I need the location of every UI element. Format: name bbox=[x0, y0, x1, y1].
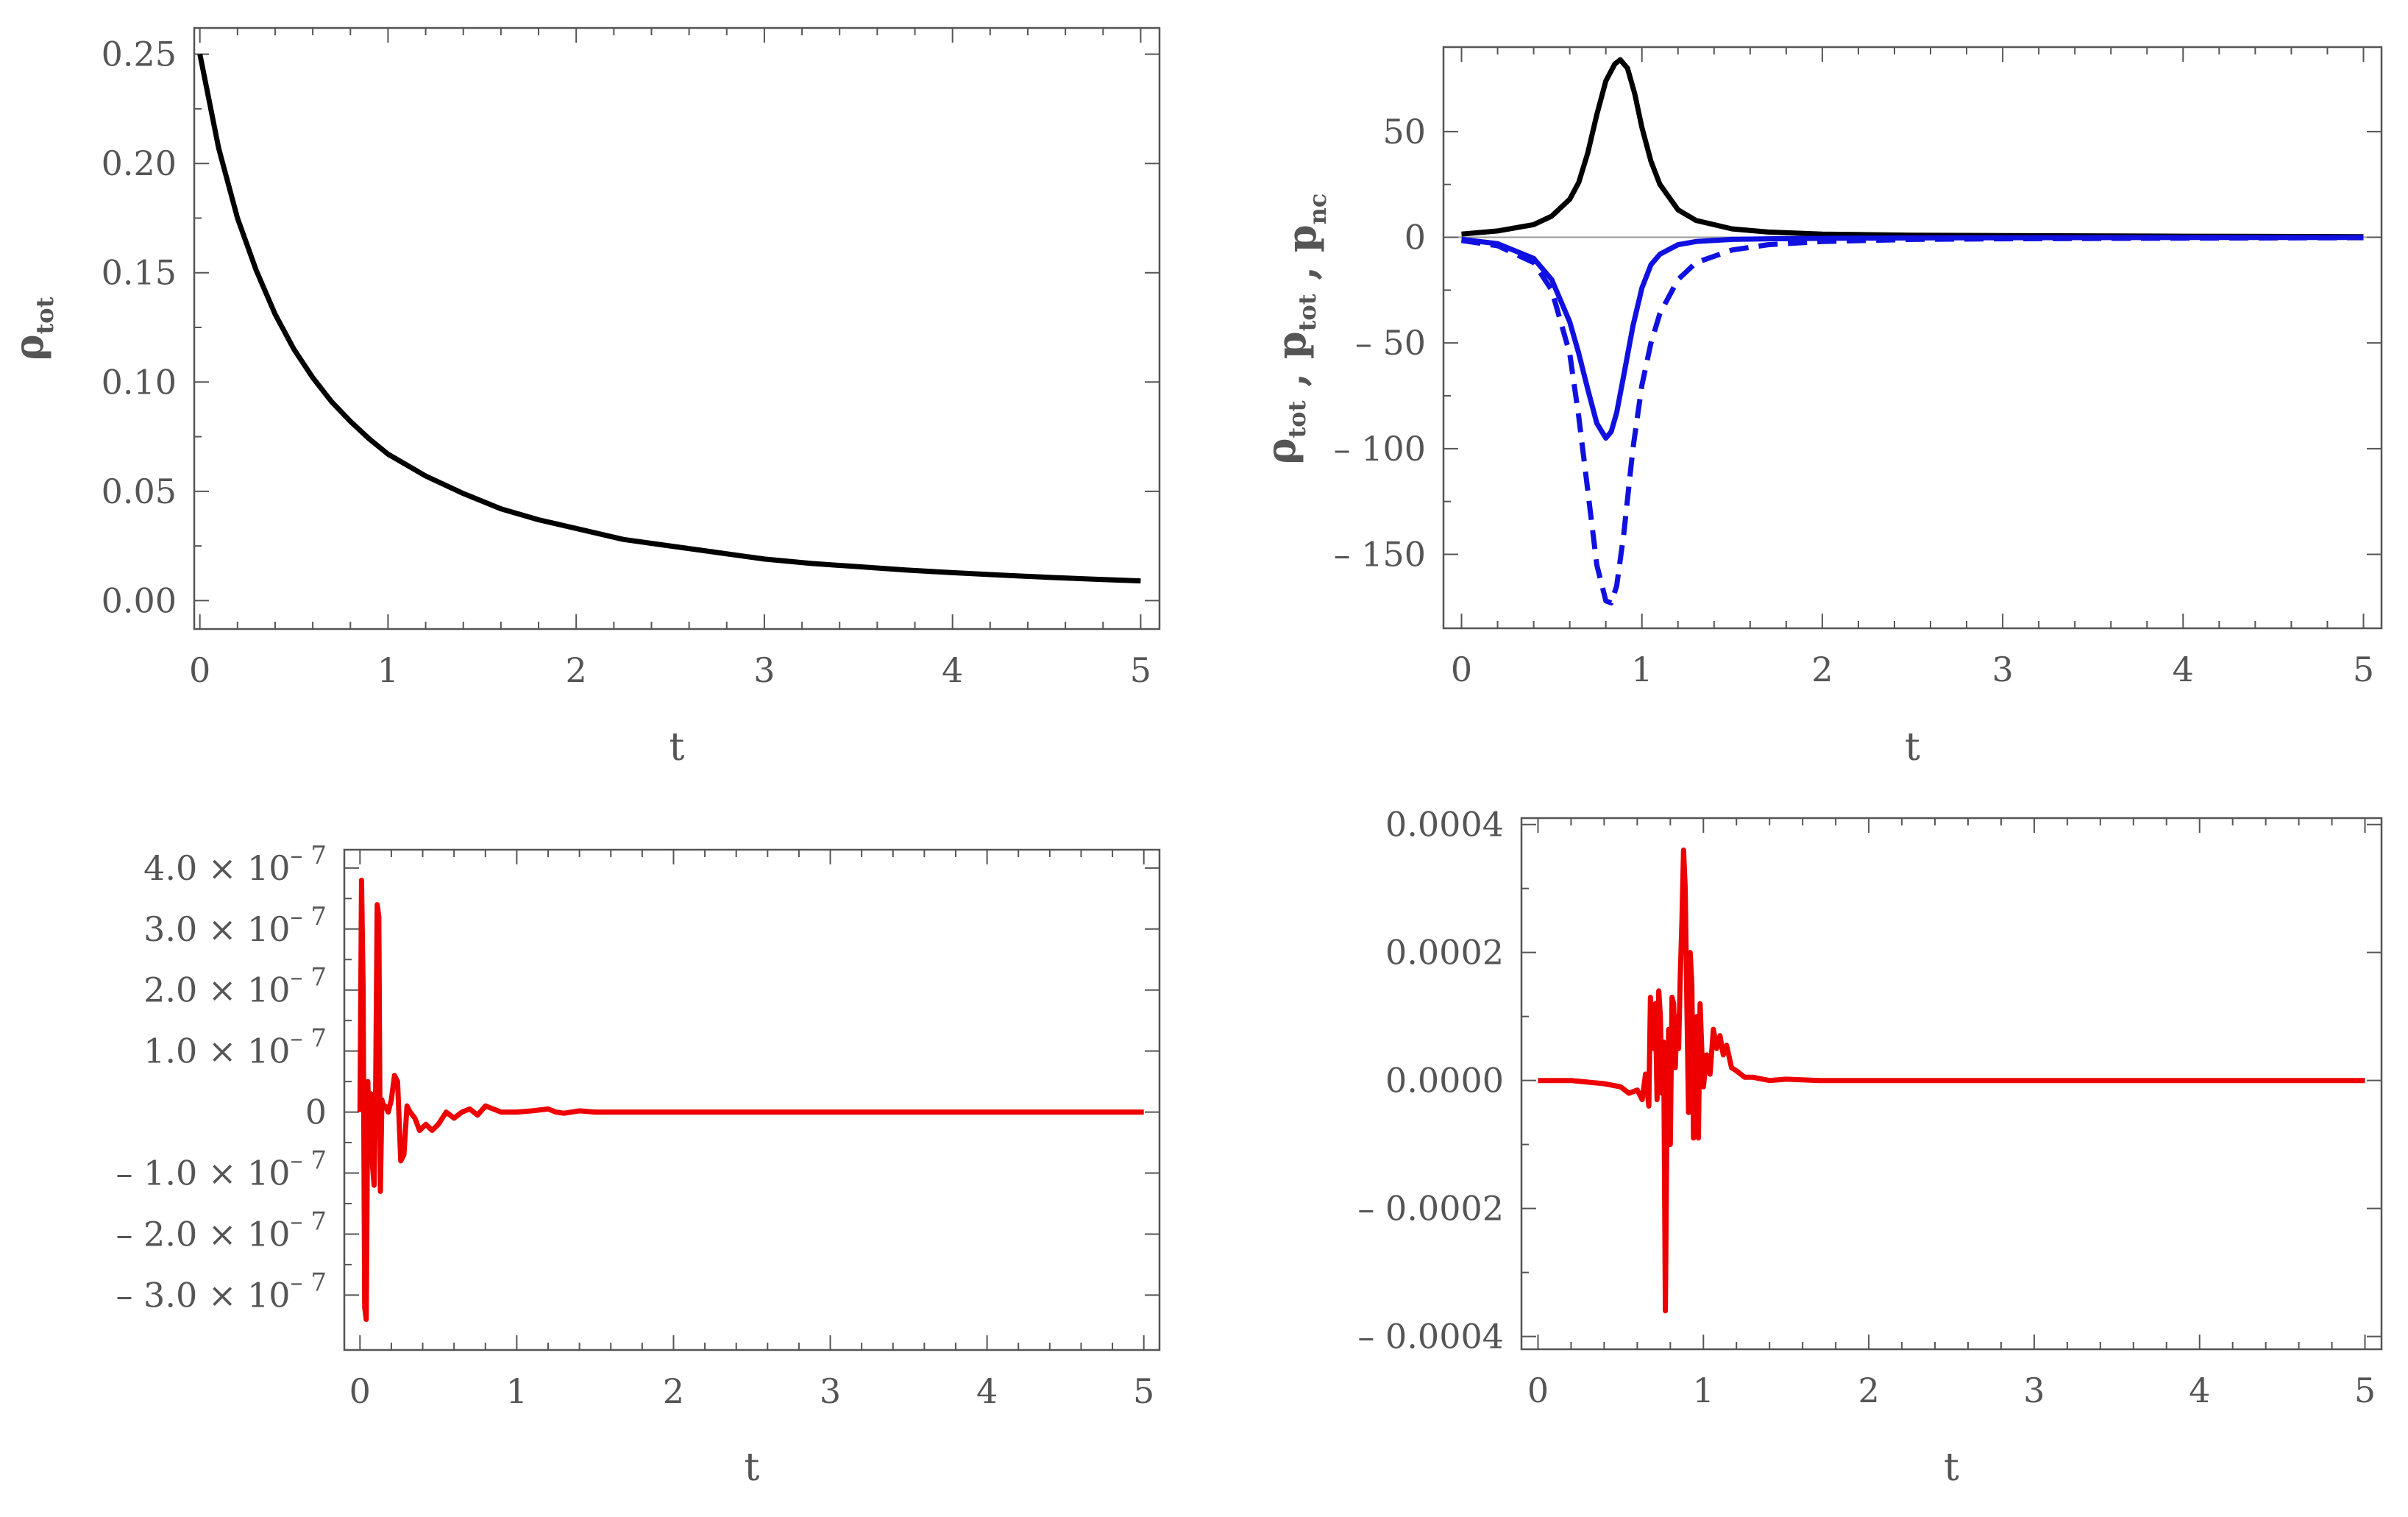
y-tick-label: – 100 bbox=[1334, 429, 1426, 469]
y-tick-label: 0.10 bbox=[102, 362, 177, 402]
y-tick-label: 50 bbox=[1382, 112, 1426, 152]
x-tick-label: 0 bbox=[349, 1371, 371, 1411]
x-tick-label: 3 bbox=[820, 1371, 841, 1411]
y-axis-label: ρtot bbox=[5, 296, 59, 360]
y-tick-label: – 50 bbox=[1355, 323, 1426, 363]
x-tick-label: 0 bbox=[1527, 1371, 1549, 1410]
y-tick-label: 0.15 bbox=[102, 253, 177, 293]
y-tick-label: – 1.0 × 10– 7 bbox=[116, 1146, 327, 1193]
x-tick-label: 1 bbox=[377, 650, 399, 690]
y-tick-label: 0.20 bbox=[102, 143, 177, 183]
y-tick-label: 1.0 × 10– 7 bbox=[143, 1024, 327, 1071]
x-tick-label: 3 bbox=[2023, 1371, 2045, 1410]
panel-2: 0 1 2 3 4 5 50 0 – 50 – 100 – 150 t ρtot , ptot , pn… bbox=[1257, 46, 2383, 770]
y-tick-label: – 0.0004 bbox=[1357, 1317, 1504, 1357]
y-tick-label: 0.0002 bbox=[1385, 933, 1504, 973]
series-rho-tot bbox=[1461, 57, 2364, 240]
plot-frame bbox=[1520, 817, 2383, 1351]
y-axis-label: ρtot , ptot , pnc bbox=[1257, 193, 1332, 465]
y-tick-label: 4.0 × 10– 7 bbox=[143, 841, 327, 888]
x-tick-label: 1 bbox=[506, 1371, 528, 1411]
x-tick-label: 4 bbox=[2173, 650, 2194, 689]
series-p-nc bbox=[1460, 235, 2364, 605]
y-tick-label: 0 bbox=[305, 1093, 327, 1132]
panel-3: 0 1 2 3 4 5 4.0 × 10– 7 3.0 × 10– 7 2.0 × 10– 7 1… bbox=[116, 841, 1161, 1490]
panel-1: 0 1 2 3 4 5 0.00 0.05 0.10 0.15 0.20 0.25 t ρtot bbox=[5, 26, 1161, 770]
x-tick-label: 4 bbox=[942, 650, 963, 690]
series-rho-tot bbox=[197, 54, 1141, 584]
x-tick-label: 5 bbox=[1130, 650, 1151, 690]
x-tick-label: 4 bbox=[976, 1371, 998, 1411]
x-tick-label: 2 bbox=[566, 650, 587, 690]
y-tick-label: 0.0000 bbox=[1385, 1061, 1504, 1101]
x-tick-label: 5 bbox=[2353, 650, 2374, 689]
y-tick-label: 3.0 × 10– 7 bbox=[143, 902, 327, 949]
x-axis-label: t bbox=[1905, 725, 1920, 770]
y-tick-label: – 0.0002 bbox=[1357, 1189, 1504, 1229]
x-axis-label: t bbox=[745, 1446, 760, 1490]
series-residual-2 bbox=[1538, 848, 2365, 1314]
series-residual-1 bbox=[357, 878, 1144, 1322]
y-tick-label: 0.25 bbox=[102, 35, 177, 74]
x-axis-label: t bbox=[670, 725, 685, 770]
y-tick-label: 0.0004 bbox=[1385, 805, 1504, 845]
x-tick-label: 0 bbox=[1451, 650, 1472, 689]
plot-frame bbox=[193, 26, 1161, 630]
x-tick-label: 5 bbox=[1133, 1371, 1154, 1411]
x-tick-label: 3 bbox=[1992, 650, 2013, 689]
x-tick-label: 5 bbox=[2354, 1371, 2376, 1410]
x-tick-label: 1 bbox=[1631, 650, 1652, 689]
x-tick-label: 3 bbox=[753, 650, 775, 690]
x-tick-label: 1 bbox=[1693, 1371, 1714, 1410]
x-tick-label: 0 bbox=[189, 650, 210, 690]
series-p-tot bbox=[1461, 235, 2364, 441]
y-tick-label: 0.00 bbox=[102, 580, 177, 620]
plot-frame bbox=[1442, 46, 2383, 630]
y-tick-label: 0.05 bbox=[102, 472, 177, 511]
y-tick-label: 0 bbox=[1404, 218, 1426, 257]
plot-frame bbox=[343, 848, 1161, 1351]
y-tick-label: – 2.0 × 10– 7 bbox=[116, 1207, 327, 1254]
x-axis-label: t bbox=[1944, 1446, 1959, 1490]
y-tick-label: – 3.0 × 10– 7 bbox=[116, 1268, 327, 1315]
x-tick-label: 4 bbox=[2189, 1371, 2210, 1410]
x-tick-label: 2 bbox=[1858, 1371, 1879, 1410]
x-tick-label: 2 bbox=[663, 1371, 684, 1411]
y-tick-label: 2.0 × 10– 7 bbox=[143, 963, 327, 1010]
x-tick-label: 2 bbox=[1811, 650, 1833, 689]
y-tick-label: – 150 bbox=[1334, 534, 1426, 574]
panel-4: 0 1 2 3 4 5 0.0004 0.0002 0.0000 – 0.0002 – 0.0004… bbox=[1357, 805, 2383, 1490]
